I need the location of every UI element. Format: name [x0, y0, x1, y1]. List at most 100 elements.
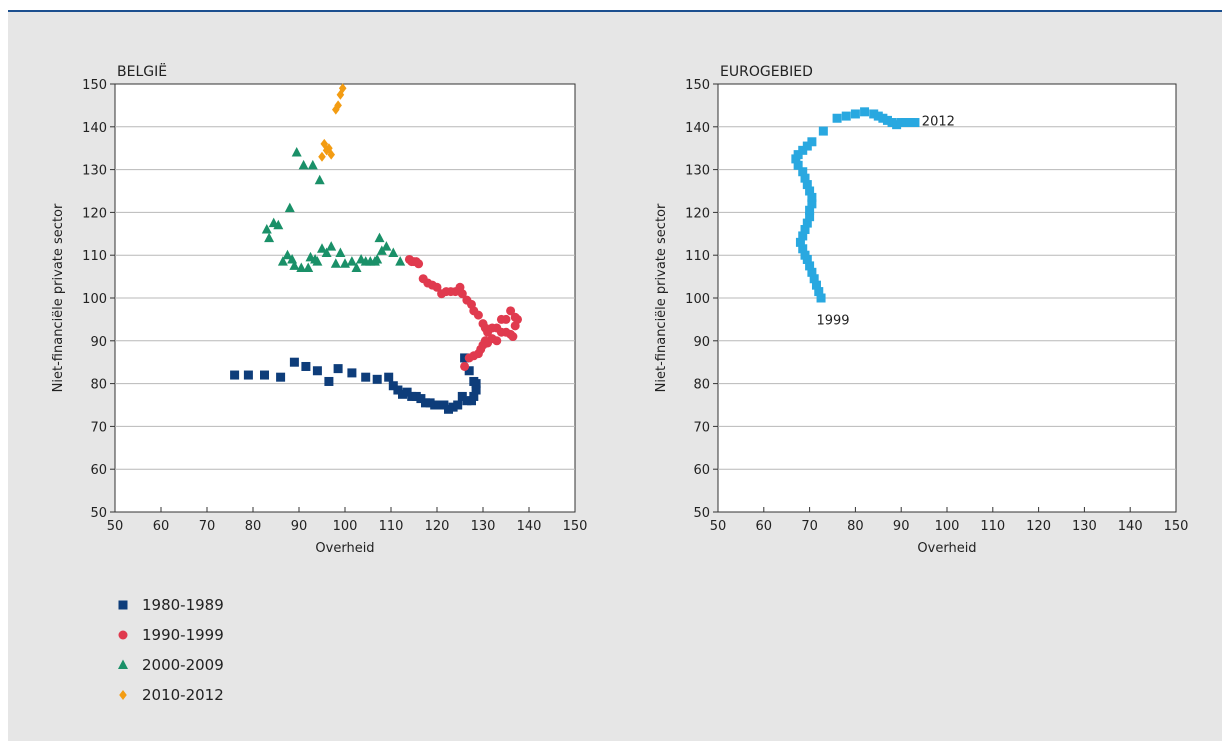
eurogebied-x-tick-label: 110 [980, 519, 1005, 534]
belgie-x-tick-label: 140 [517, 519, 542, 534]
eurogebied-y-tick-label: 120 [685, 206, 710, 221]
eurogebied-data-point [814, 287, 824, 297]
eurogebied-data-point [910, 118, 920, 128]
belgie-data-point [444, 404, 453, 414]
belgie-data-point [260, 370, 269, 380]
belgie-panel-title: BELGIË [117, 62, 167, 80]
belgie-x-tick-label: 60 [153, 519, 170, 534]
eurogebied-panel-title: EUROGEBIED [720, 64, 813, 80]
belgie-data-point [372, 253, 383, 264]
belgie-y-tick-label: 110 [82, 249, 107, 264]
eurogebied-data-point [798, 244, 808, 254]
belgie-data-point [314, 174, 325, 185]
belgie-data-point [393, 385, 403, 395]
belgie-x-tick-label: 70 [199, 519, 216, 534]
eurogebied-data-point [793, 150, 803, 160]
belgie-data-point [338, 83, 347, 94]
eurogebied-x-tick-label: 60 [756, 519, 773, 534]
belgie-data-point [346, 256, 357, 266]
belgie-data-point [453, 400, 463, 410]
belgie-data-point [273, 219, 284, 230]
belgie-data-point [398, 389, 407, 399]
belgie-data-point [506, 306, 516, 316]
belgie-data-point [496, 314, 506, 324]
legend-label-2010-2012: 2010-2012 [142, 686, 224, 704]
eurogebied-y-tick-label: 100 [685, 292, 710, 307]
belgie-x-tick-label: 130 [471, 519, 496, 534]
belgie-data-point [261, 224, 272, 234]
belgie-data-point [418, 274, 428, 284]
eurogebied-x-tick-label: 120 [1026, 519, 1051, 534]
belgie-data-point [333, 364, 343, 374]
eurogebied-data-point [798, 167, 808, 177]
belgie-x-tick-label: 150 [563, 519, 588, 534]
belgie-data-point [303, 262, 314, 273]
belgie-data-point [388, 381, 398, 391]
eurogebied-x-tick-label: 140 [1118, 519, 1143, 534]
belgie-data-point [351, 262, 362, 273]
belgie-data-point [317, 243, 327, 253]
eurogebied-x-tick-label: 130 [1072, 519, 1097, 534]
belgie-y-tick-label: 140 [82, 121, 107, 136]
belgie-data-point [462, 295, 472, 305]
belgie-data-point [334, 100, 342, 111]
eurogebied-y-tick-label: 140 [685, 121, 710, 136]
eurogebied-y-axis-label: Niet-financiële private sector [654, 203, 669, 392]
belgie-data-point [421, 398, 430, 408]
eurogebied-annotation-1999: 1999 [816, 313, 849, 328]
eurogebied-y-tick-label: 70 [693, 420, 710, 435]
belgie-y-tick-label: 100 [82, 292, 107, 307]
eurogebied-x-tick-label: 90 [893, 519, 910, 534]
eurogebied-x-tick-label: 80 [847, 519, 864, 534]
eurogebied-data-point [873, 111, 883, 121]
eurogebied-data-point [807, 137, 817, 147]
belgie-data-point [469, 391, 479, 401]
eurogebied-y-tick-label: 130 [685, 164, 710, 179]
belgie-data-point [312, 366, 322, 376]
eurogebied-y-tick-label: 80 [693, 378, 710, 393]
belgie-x-tick-label: 110 [379, 519, 404, 534]
belgie-data-point [312, 256, 323, 266]
belgie-y-tick-label: 130 [82, 164, 107, 179]
legend-label-2000-2009: 2000-2009 [142, 656, 224, 674]
belgie-data-point [439, 400, 449, 410]
eurogebied-data-point [805, 261, 815, 271]
eurogebied-data-point [892, 120, 902, 130]
eurogebied-x-axis-label: Overheid [917, 541, 976, 556]
legend-label-1990-1999: 1990-1999 [142, 626, 224, 644]
belgie-data-point [462, 396, 472, 406]
belgie-x-tick-label: 100 [333, 519, 358, 534]
eurogebied-y-tick-label: 90 [693, 335, 710, 350]
eurogebied-x-tick-label: 50 [710, 519, 727, 534]
belgie-data-point [372, 374, 382, 384]
belgie-data-point [298, 159, 309, 170]
belgie-data-point [404, 254, 414, 264]
belgie-data-point [460, 353, 470, 363]
belgie-data-point [335, 247, 346, 258]
eurogebied-data-point [807, 199, 817, 209]
legend-marker-1980-1989 [118, 600, 128, 610]
eurogebied-data-point [800, 225, 810, 235]
eurogebied-data-point [802, 218, 812, 228]
belgie-y-axis-label: Niet-financiële private sector [51, 203, 66, 392]
belgie-data-point [289, 357, 299, 367]
belgie-data-point [361, 372, 371, 382]
belgie-y-tick-label: 120 [82, 206, 107, 221]
belgie-x-axis-label: Overheid [315, 541, 374, 556]
belgie-data-point [464, 366, 474, 376]
belgie-data-point [469, 376, 479, 386]
eurogebied-data-point [798, 231, 808, 241]
eurogebied-data-point [793, 160, 803, 170]
belgie-data-point [434, 400, 444, 410]
belgie-data-point [230, 370, 240, 380]
belgie-data-point [411, 391, 421, 401]
eurogebied-data-point [805, 212, 815, 222]
belgie-y-tick-label: 70 [90, 420, 107, 435]
belgie-data-point [301, 361, 311, 371]
belgie-data-point [395, 256, 406, 266]
belgie-data-point [320, 138, 329, 149]
belgie-data-point [264, 232, 275, 243]
belgie-y-tick-label: 80 [90, 378, 107, 393]
belgie-data-point [437, 289, 447, 299]
belgie-data-point [326, 241, 337, 251]
